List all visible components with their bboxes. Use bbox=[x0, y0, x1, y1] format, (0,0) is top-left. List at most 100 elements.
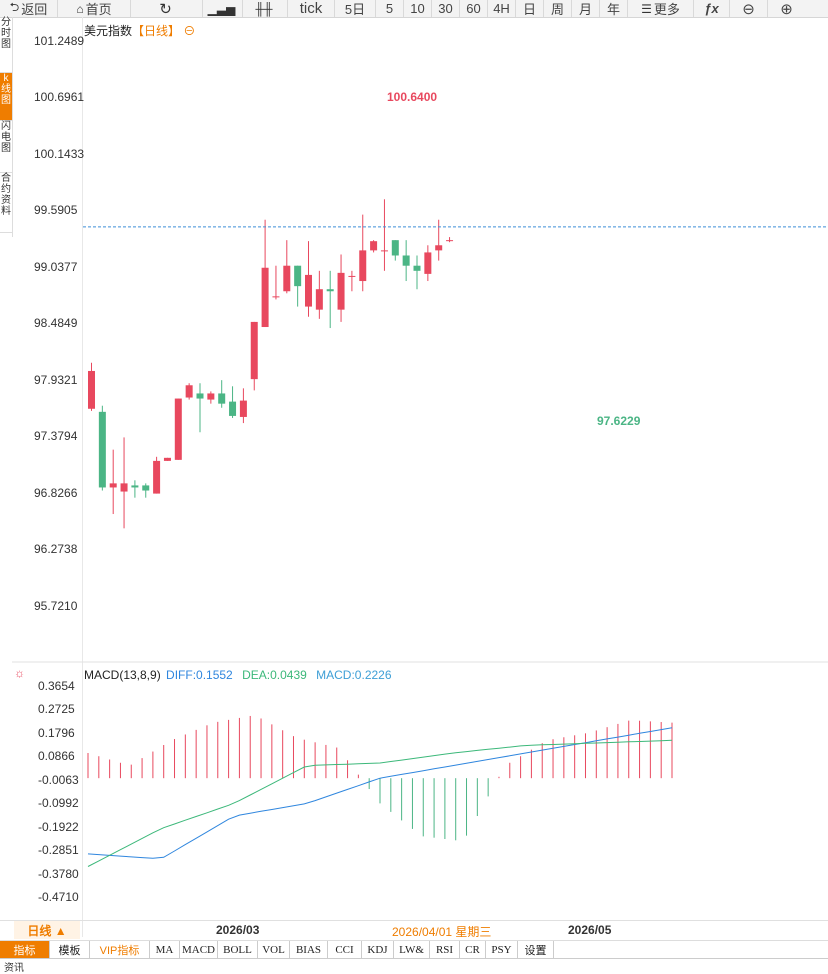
candle-body bbox=[142, 485, 150, 491]
back-button[interactable]: ⮌ 返回 bbox=[0, 0, 58, 17]
refresh-button[interactable]: ↻ bbox=[131, 0, 203, 18]
home-icon: ⌂ bbox=[76, 1, 84, 16]
bar-chart-icon: ▁▃▅ bbox=[207, 1, 236, 16]
candle-body bbox=[326, 289, 334, 292]
4hour-button[interactable]: 4H bbox=[488, 0, 516, 17]
candle-body bbox=[131, 485, 139, 488]
10min-button[interactable]: 10 bbox=[404, 0, 432, 17]
macd-tick-label: -0.3780 bbox=[38, 866, 79, 881]
tab-template[interactable]: 模板 bbox=[50, 941, 90, 958]
5min-button[interactable]: 5 bbox=[376, 0, 404, 17]
candle-body bbox=[305, 274, 312, 307]
tab-boll[interactable]: BOLL bbox=[218, 941, 258, 958]
tab-timeshare[interactable]: 分时图 bbox=[0, 17, 12, 73]
tab-lightning[interactable]: 闪电图 bbox=[0, 121, 12, 173]
tab-rsi[interactable]: RSI bbox=[430, 941, 460, 958]
candle-body bbox=[163, 457, 171, 461]
low-marker-label: 97.6229 bbox=[597, 414, 641, 428]
candle-body bbox=[315, 289, 323, 310]
5day-button[interactable]: 5日 bbox=[335, 0, 376, 17]
tab-kline[interactable]: k线图 bbox=[0, 73, 12, 121]
price-tick-label: 95.7210 bbox=[34, 598, 78, 613]
candle-body bbox=[196, 393, 204, 399]
more-button[interactable]: ☰ 更多 bbox=[628, 0, 694, 17]
tab-macd[interactable]: MACD bbox=[180, 941, 218, 958]
candle-body bbox=[229, 401, 237, 416]
macd-tick-label: -0.4710 bbox=[38, 890, 79, 904]
year-button[interactable]: 年 bbox=[600, 0, 628, 17]
footer-strip: 资讯 bbox=[0, 958, 828, 974]
price-tick-label: 97.9321 bbox=[34, 372, 78, 387]
zoom-out-icon: ⊖ bbox=[742, 0, 755, 18]
collapse-icon[interactable]: ⊖ bbox=[180, 24, 196, 38]
tab-cr[interactable]: CR bbox=[460, 941, 486, 958]
candle-body bbox=[337, 272, 345, 310]
gear-icon[interactable]: ☼ bbox=[14, 666, 25, 680]
candlestick-button[interactable]: ╫╫ bbox=[243, 0, 288, 17]
fx-icon: ƒx bbox=[704, 1, 719, 16]
tab-psy[interactable]: PSY bbox=[486, 941, 518, 958]
candle-body bbox=[88, 370, 95, 409]
30min-button[interactable]: 30 bbox=[432, 0, 460, 17]
price-tick-label: 97.3794 bbox=[34, 429, 78, 444]
candle-body bbox=[435, 245, 443, 251]
time-label-cursor: 2026/04/01 星期三 bbox=[392, 925, 492, 939]
candle-body bbox=[109, 483, 117, 488]
dea-line bbox=[87, 739, 673, 867]
candle-body bbox=[98, 411, 106, 488]
candle-body bbox=[370, 241, 378, 251]
candle-body bbox=[348, 275, 356, 277]
period-selector[interactable]: 日线 ▲ bbox=[14, 921, 80, 939]
price-tick-label: 96.8266 bbox=[34, 485, 78, 500]
price-tick-label: 100.1433 bbox=[34, 146, 85, 161]
candle-body bbox=[120, 483, 128, 492]
price-tick-label: 99.0377 bbox=[34, 259, 78, 274]
tab-lw[interactable]: LW& bbox=[394, 941, 430, 958]
fx-button[interactable]: ƒx bbox=[694, 0, 730, 17]
tab-ma[interactable]: MA bbox=[150, 941, 180, 958]
home-button[interactable]: ⌂ 首页 bbox=[58, 0, 131, 17]
price-tick-label: 98.4849 bbox=[34, 316, 78, 331]
candle-body bbox=[153, 460, 161, 494]
month-button[interactable]: 月 bbox=[572, 0, 600, 17]
macd-tick-label: -0.0063 bbox=[38, 772, 79, 787]
candle-body bbox=[380, 250, 388, 252]
60min-button[interactable]: 60 bbox=[460, 0, 488, 17]
candle-body bbox=[272, 296, 280, 298]
tab-cci[interactable]: CCI bbox=[328, 941, 362, 958]
time-label-may: 2026/05 bbox=[568, 923, 612, 937]
day-button[interactable]: 日 bbox=[516, 0, 544, 17]
zoom-out-button[interactable]: ⊖ bbox=[730, 0, 768, 18]
bar-chart-button[interactable]: ▁▃▅ bbox=[203, 0, 243, 17]
top-toolbar: ⮌ 返回 ⌂ 首页 ↻ ▁▃▅ ╫╫ tick 5日 5 10 30 60 4H 日… bbox=[0, 0, 828, 18]
candle-body bbox=[261, 267, 269, 328]
tab-settings[interactable]: 设置 bbox=[518, 941, 554, 958]
macd-tick-label: -0.1922 bbox=[38, 819, 79, 834]
week-button[interactable]: 周 bbox=[544, 0, 572, 17]
left-view-tabs: 分时图 k线图 闪电图 合约资料 bbox=[0, 17, 13, 237]
candle-body bbox=[359, 250, 367, 282]
tab-bias[interactable]: BIAS bbox=[290, 941, 328, 958]
macd-tick-label: 0.2725 bbox=[38, 702, 75, 717]
candle-body bbox=[446, 240, 454, 242]
price-tick-label: 96.2738 bbox=[34, 542, 78, 557]
zoom-in-button[interactable]: ⊕ bbox=[768, 0, 805, 18]
macd-tick-label: -0.2851 bbox=[38, 843, 79, 858]
macd-tick-label: -0.0992 bbox=[38, 796, 79, 811]
time-axis bbox=[0, 920, 828, 941]
tab-vip-indicators[interactable]: VIP指标 bbox=[90, 941, 150, 958]
back-arrow-icon: ⮌ bbox=[9, 0, 20, 14]
tab-contract-info[interactable]: 合约资料 bbox=[0, 173, 12, 233]
tab-indicators[interactable]: 指标 bbox=[0, 941, 50, 958]
candle-body bbox=[207, 393, 215, 400]
price-tick-label: 101.2489 bbox=[34, 34, 85, 48]
candle-body bbox=[185, 385, 193, 398]
tab-kdj[interactable]: KDJ bbox=[362, 941, 394, 958]
tab-vol[interactable]: VOL bbox=[258, 941, 290, 958]
candle-body bbox=[424, 252, 432, 274]
candle-body bbox=[294, 265, 302, 287]
price-tick-label: 100.6961 bbox=[34, 90, 85, 105]
candle-body bbox=[413, 265, 421, 271]
tick-button[interactable]: tick bbox=[288, 0, 335, 17]
